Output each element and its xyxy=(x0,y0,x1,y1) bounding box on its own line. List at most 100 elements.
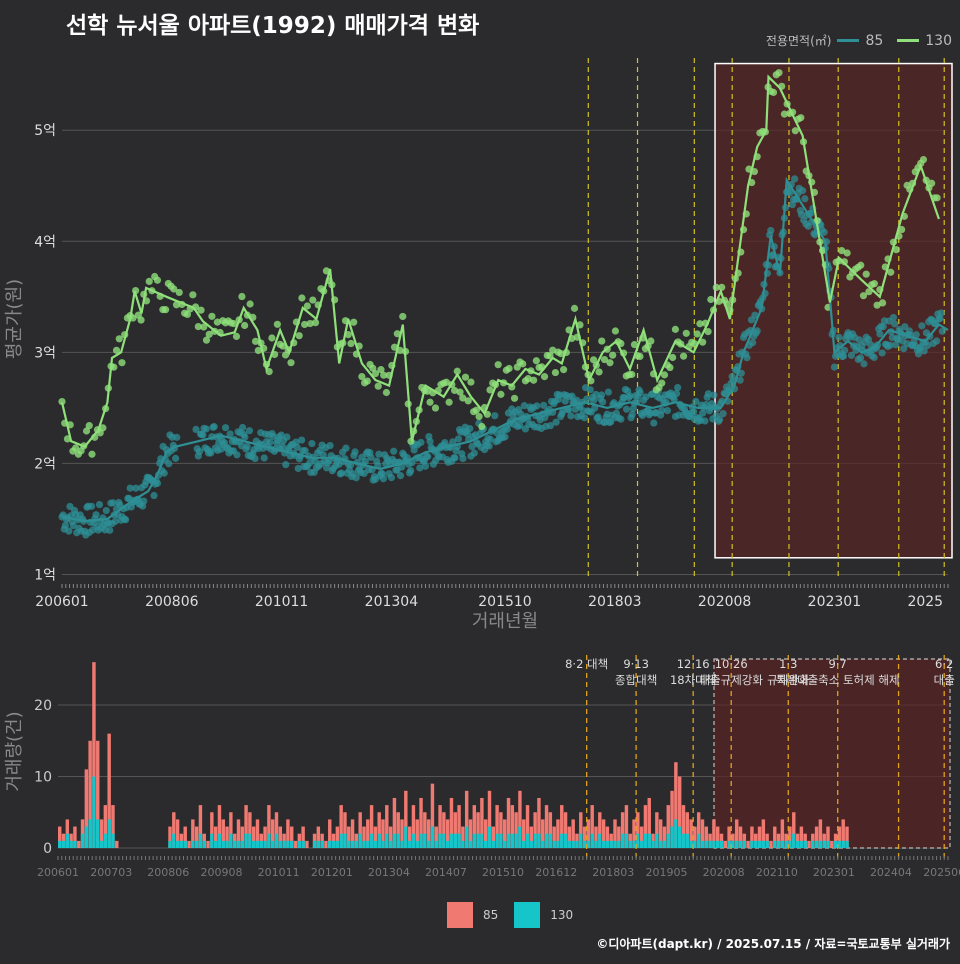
bar-85 xyxy=(316,826,321,848)
bar-85 xyxy=(286,819,290,848)
bar-85 xyxy=(92,662,96,848)
bar-130 xyxy=(598,833,602,848)
bar-130 xyxy=(499,833,503,848)
bar-130 xyxy=(381,840,385,848)
bar-85 xyxy=(495,805,499,848)
bar-130 xyxy=(464,826,469,848)
point-85 xyxy=(390,447,398,455)
point-130 xyxy=(647,337,655,345)
bar-130 xyxy=(84,826,89,848)
point-85 xyxy=(160,469,168,477)
bar-85 xyxy=(263,826,267,848)
point-85 xyxy=(870,353,878,362)
bar-85 xyxy=(601,819,606,848)
point-85 xyxy=(663,407,672,415)
bar-130 xyxy=(780,840,785,848)
point-85 xyxy=(918,322,926,330)
point-85 xyxy=(704,390,712,398)
bar-130 xyxy=(495,833,499,848)
point-130 xyxy=(442,378,450,386)
point-85 xyxy=(241,433,249,441)
legend-top-title: 전용면적(㎡) xyxy=(765,34,832,48)
bar-85 xyxy=(628,833,632,848)
bar-130 xyxy=(689,840,693,848)
bar-130 xyxy=(636,833,640,848)
point-85 xyxy=(749,339,757,347)
bar-130 xyxy=(750,840,754,848)
bar-85 xyxy=(830,840,834,848)
point-130 xyxy=(145,277,153,286)
bar-130 xyxy=(472,833,476,848)
point-130 xyxy=(279,342,287,350)
bar-85 xyxy=(613,819,617,848)
bar-x-tick-label: 202404 xyxy=(870,866,912,879)
bar-85 xyxy=(556,819,560,848)
point-130 xyxy=(72,444,80,452)
point-85 xyxy=(856,354,865,362)
y-tick-label: 2억 xyxy=(34,456,56,472)
bar-130 xyxy=(575,840,579,848)
x-tick-label: 202301 xyxy=(808,594,861,610)
bar-130 xyxy=(229,833,233,848)
point-85 xyxy=(710,391,718,399)
bar-85 xyxy=(442,812,446,848)
point-130 xyxy=(671,325,679,333)
point-130 xyxy=(202,336,211,344)
point-85 xyxy=(901,323,909,331)
bar-85 xyxy=(483,819,488,848)
bar-130 xyxy=(788,840,792,848)
point-85 xyxy=(326,441,334,450)
bar-130 xyxy=(312,840,317,848)
bar-130 xyxy=(784,840,788,848)
bar-130 xyxy=(259,840,264,848)
point-85 xyxy=(195,448,204,456)
point-85 xyxy=(716,415,724,424)
point-130 xyxy=(693,330,701,338)
bar-85 xyxy=(187,840,191,848)
point-85 xyxy=(540,401,548,409)
bar-85 xyxy=(278,826,283,848)
point-85 xyxy=(421,462,430,470)
point-85 xyxy=(470,449,478,457)
bar-85 xyxy=(111,805,115,848)
bar-85 xyxy=(719,833,724,848)
bar-130 xyxy=(343,833,347,848)
point-130 xyxy=(475,412,483,421)
bar-85 xyxy=(647,797,651,848)
bar-130 xyxy=(61,840,66,848)
bar-85 xyxy=(662,826,667,848)
bar-130 xyxy=(708,840,712,848)
bar-85 xyxy=(769,840,773,848)
bar-130 xyxy=(826,840,830,848)
bar-85 xyxy=(651,833,655,848)
bar-85 xyxy=(282,833,286,848)
point-130 xyxy=(704,327,712,336)
bar-130 xyxy=(362,840,366,848)
point-130 xyxy=(590,356,598,364)
bar-85 xyxy=(541,819,545,848)
bar-130 xyxy=(255,840,260,848)
bar-85 xyxy=(183,826,187,848)
bar-130 xyxy=(586,840,591,848)
bar-130 xyxy=(799,840,804,848)
bar-130 xyxy=(461,840,465,848)
bar-130 xyxy=(415,840,419,848)
point-130 xyxy=(85,422,93,430)
bar-130 xyxy=(582,840,587,848)
point-130 xyxy=(363,377,371,385)
point-85 xyxy=(449,438,457,446)
bar-130 xyxy=(290,840,294,848)
bar-x-tick-label: 201803 xyxy=(592,866,634,879)
bar-130 xyxy=(453,833,457,848)
bar-130 xyxy=(742,840,747,848)
bar-85 xyxy=(115,840,119,848)
bar-130 xyxy=(491,840,496,848)
point-130 xyxy=(919,155,928,164)
bar-85 xyxy=(567,826,572,848)
point-85 xyxy=(278,442,286,451)
bar-85 xyxy=(594,826,598,848)
bar-85 xyxy=(605,826,610,848)
bar-85 xyxy=(575,833,579,848)
